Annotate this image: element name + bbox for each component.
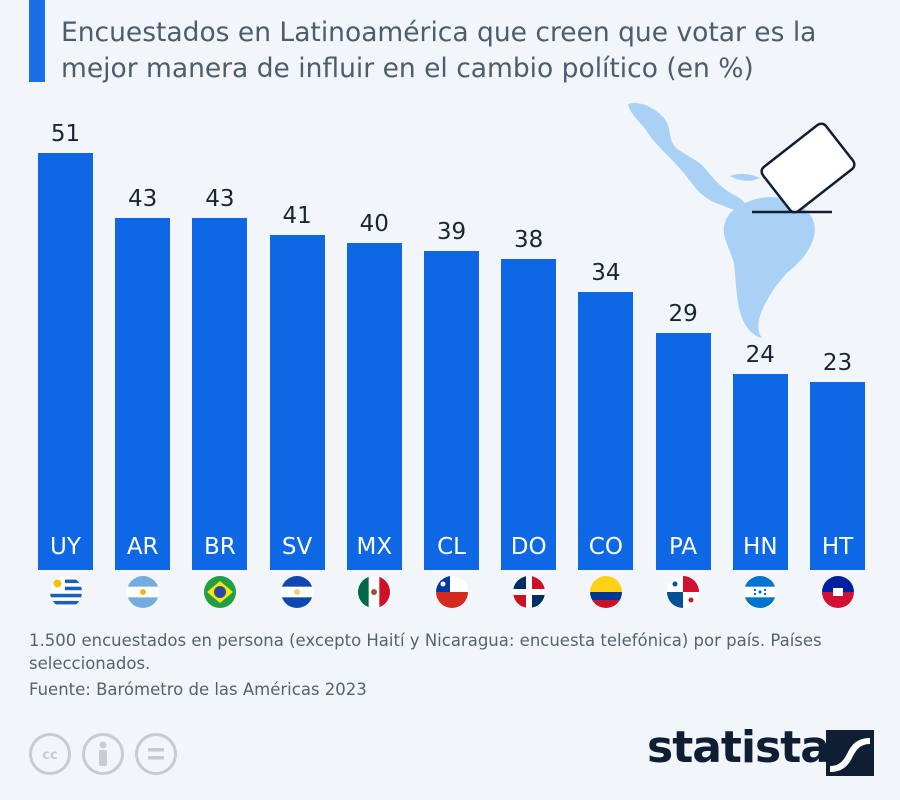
data-label: 23: [822, 349, 853, 376]
statista-logo-icon: [826, 730, 874, 776]
category-label: CO: [588, 534, 623, 560]
bar-do: DO: [501, 259, 557, 570]
bar-ht: HT: [810, 381, 865, 570]
category-label: AR: [126, 533, 159, 560]
colombia-flag-icon: [589, 576, 622, 608]
category-label: MX: [356, 533, 393, 560]
brazil-flag-icon: [203, 576, 236, 608]
title-accent-bar: [29, 0, 45, 82]
data-label: 34: [591, 260, 621, 286]
chart-subtitle: Encuestados en Latinoamérica que creen q…: [61, 17, 817, 84]
data-label: 51: [50, 121, 81, 147]
footnote: 1.500 encuestados en persona (excepto Ha…: [29, 631, 822, 673]
svg-text:cc: cc: [42, 748, 57, 763]
category-label: CL: [437, 533, 466, 560]
argentina-flag-icon: [126, 576, 159, 608]
category-label: SV: [281, 533, 313, 560]
bar-mx: MX: [346, 242, 402, 570]
data-label: 39: [436, 219, 467, 246]
category-label: UY: [50, 534, 81, 560]
data-label: 24: [745, 341, 775, 368]
bar-uy: UY: [38, 153, 93, 570]
source-note: Fuente: Barómetro de las Américas 2023: [29, 680, 367, 699]
cc-icon: cc: [29, 733, 71, 775]
data-label: 43: [205, 186, 235, 213]
bar-br: BR: [192, 218, 248, 570]
dominican-republic-flag-icon: [512, 576, 545, 608]
bar-chart: UY 51 AR 43 BR 43 SV 41 MX 40 CL 39 DO 38 CO 34 PA 29 HN 24…: [38, 121, 865, 608]
attribution-icon: [82, 733, 124, 775]
category-label: BR: [204, 533, 236, 560]
el-salvador-flag-icon: [281, 576, 314, 608]
no-derivatives-icon: [135, 733, 177, 775]
bar-pa: PA: [655, 332, 711, 570]
chile-flag-icon: [435, 576, 468, 608]
category-label: PA: [669, 533, 698, 560]
statista-logo-text: statista: [647, 722, 830, 773]
data-label: 38: [514, 227, 544, 254]
category-label: HT: [821, 533, 854, 560]
data-label: 40: [359, 210, 389, 237]
bar-ar: AR: [115, 218, 171, 570]
bar-cl: CL: [424, 251, 479, 570]
bar-sv: SV: [269, 234, 325, 570]
bar-co: CO: [578, 292, 634, 570]
panama-flag-icon: [667, 576, 700, 608]
mexico-flag-icon: [358, 576, 391, 608]
data-label: 29: [668, 300, 698, 327]
category-label: HN: [743, 533, 778, 560]
bar-hn: HN: [732, 373, 788, 570]
honduras-flag-icon: [744, 576, 777, 608]
data-label: 43: [128, 186, 158, 213]
data-label: 41: [282, 202, 312, 229]
uruguay-flag-icon: [49, 576, 82, 608]
haiti-flag-icon: [821, 576, 854, 608]
category-label: DO: [510, 533, 547, 560]
